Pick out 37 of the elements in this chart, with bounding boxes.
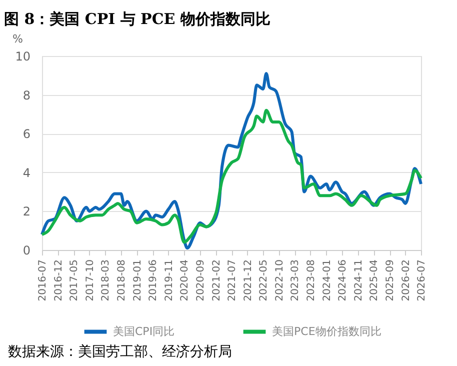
x-tick-label: 2022-10 bbox=[274, 260, 286, 302]
x-tick-label: 2016-07 bbox=[38, 260, 48, 302]
x-tick-label: 2026-07 bbox=[416, 260, 428, 302]
y-tick-label: 8 bbox=[22, 88, 30, 102]
source-note: 数据来源：美国劳工部、经济分析局 bbox=[8, 344, 232, 360]
x-tick-label: 2023-03 bbox=[290, 260, 302, 302]
legend-label: 美国PCE物价指数同比 bbox=[272, 324, 382, 338]
x-tick-label: 2024-01 bbox=[322, 260, 333, 302]
x-tick-label: 2022-05 bbox=[258, 260, 270, 302]
chart-title: 图 8：美国 CPI 与 PCE 物价指数同比 bbox=[4, 10, 270, 28]
x-tick-label: 2018-08 bbox=[116, 260, 128, 302]
y-tick-label: 4 bbox=[22, 166, 30, 180]
x-tick-label: 2026-02 bbox=[400, 260, 412, 302]
x-tick-label: 2021-07 bbox=[227, 260, 238, 302]
x-tick-label: 2024-11 bbox=[354, 260, 365, 302]
line-series bbox=[40, 108, 422, 244]
x-tick-label: 2025-09 bbox=[385, 260, 396, 302]
x-tick-label: 2020-04 bbox=[180, 260, 191, 302]
x-tick-label: 2017-05 bbox=[69, 260, 80, 302]
x-tick-label: 2020-09 bbox=[196, 260, 207, 302]
x-tick-label: 2021-12 bbox=[242, 260, 254, 302]
y-tick-label: 2 bbox=[22, 204, 30, 219]
y-tick-label: 6 bbox=[22, 127, 30, 142]
x-tick-label: 2016-12 bbox=[53, 260, 64, 302]
x-tick-label: 2021-02 bbox=[211, 260, 222, 302]
x-tick-label: 2019-06 bbox=[148, 260, 160, 302]
y-axis-title: % bbox=[12, 32, 23, 46]
x-tick-label: 2023-08 bbox=[306, 260, 317, 302]
x-tick-label: 2024-06 bbox=[338, 260, 349, 302]
y-tick-label: 10 bbox=[15, 50, 30, 64]
x-tick-label: 2025-04 bbox=[369, 260, 380, 302]
x-tick-label: 2017-10 bbox=[84, 260, 96, 302]
y-tick-label: 0 bbox=[22, 244, 30, 258]
x-tick-label: 2018-03 bbox=[100, 260, 112, 302]
x-tick-label: 2019-01 bbox=[132, 260, 144, 302]
x-tick-label: 2019-11 bbox=[164, 260, 175, 302]
legend-label: 美国CPI同比 bbox=[113, 324, 175, 338]
